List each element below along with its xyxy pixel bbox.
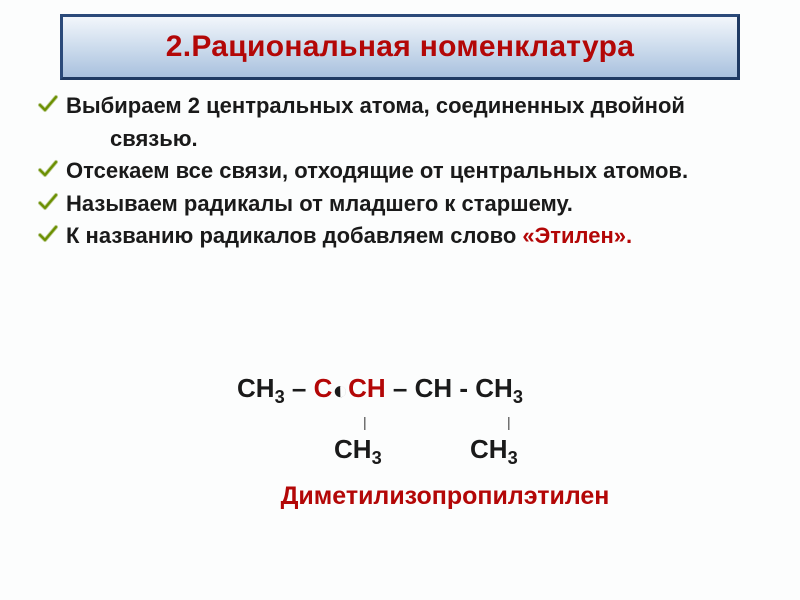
bullet-text: Отсекаем все связи, отходящие от централ… [66, 158, 688, 183]
formula-frag: СН [237, 373, 275, 403]
bullet-item: Отсекаем все связи, отходящие от централ… [36, 157, 760, 186]
formula-frag: СН [475, 373, 513, 403]
bullet-continuation: связью. [110, 125, 760, 154]
compound-name: Диметилизопропилэтилен [90, 479, 800, 514]
bullet-item: Выбираем 2 центральных атома, соединенны… [36, 92, 760, 121]
formula-sub: 3 [508, 448, 518, 468]
formula-bond: - [452, 373, 475, 403]
title-box: 2.Рациональная номенклатура [60, 14, 740, 80]
formula-substituents: СН3СН3 [48, 431, 800, 472]
bullet-accent: «Этилен». [522, 223, 632, 248]
checkmark-icon [38, 159, 58, 179]
formula-frag: СН [334, 434, 372, 464]
formula-sub: 3 [513, 387, 523, 407]
formula-sub: 3 [275, 387, 285, 407]
formula-bond: – [285, 373, 314, 403]
formula-sub: 3 [372, 448, 382, 468]
vertical-bond: | [507, 413, 527, 433]
bullet-list: Выбираем 2 центральных атома, соединенны… [36, 92, 760, 255]
checkmark-icon [38, 224, 58, 244]
formula-frag: СН [470, 434, 508, 464]
bullet-text: Выбираем 2 центральных атома, соединенны… [66, 93, 685, 118]
bullet-item: К названию радикалов добавляем слово «Эт… [36, 222, 760, 251]
formula-central-ch: СН [348, 373, 386, 403]
formula-central-c: С [314, 373, 333, 403]
slide-title: 2.Рациональная номенклатура [166, 30, 635, 64]
formula-vertical-bonds: || [90, 413, 800, 431]
bullet-text: К названию радикалов добавляем слово [66, 223, 522, 248]
chemical-formula: СН3 – С ◐ СН – СН - СН3 || СН3СН3 Димети… [0, 370, 800, 514]
vertical-bond: | [363, 413, 423, 433]
formula-main-chain: СН3 – С ◐ СН – СН - СН3 [0, 370, 800, 411]
formula-frag: СН [415, 373, 453, 403]
double-bond-symbol: ◐ [332, 372, 348, 408]
formula-bond: – [386, 373, 415, 403]
checkmark-icon [38, 94, 58, 114]
checkmark-icon [38, 192, 58, 212]
bullet-text: Называем радикалы от младшего к старшему… [66, 191, 573, 216]
bullet-item: Называем радикалы от младшего к старшему… [36, 190, 760, 219]
